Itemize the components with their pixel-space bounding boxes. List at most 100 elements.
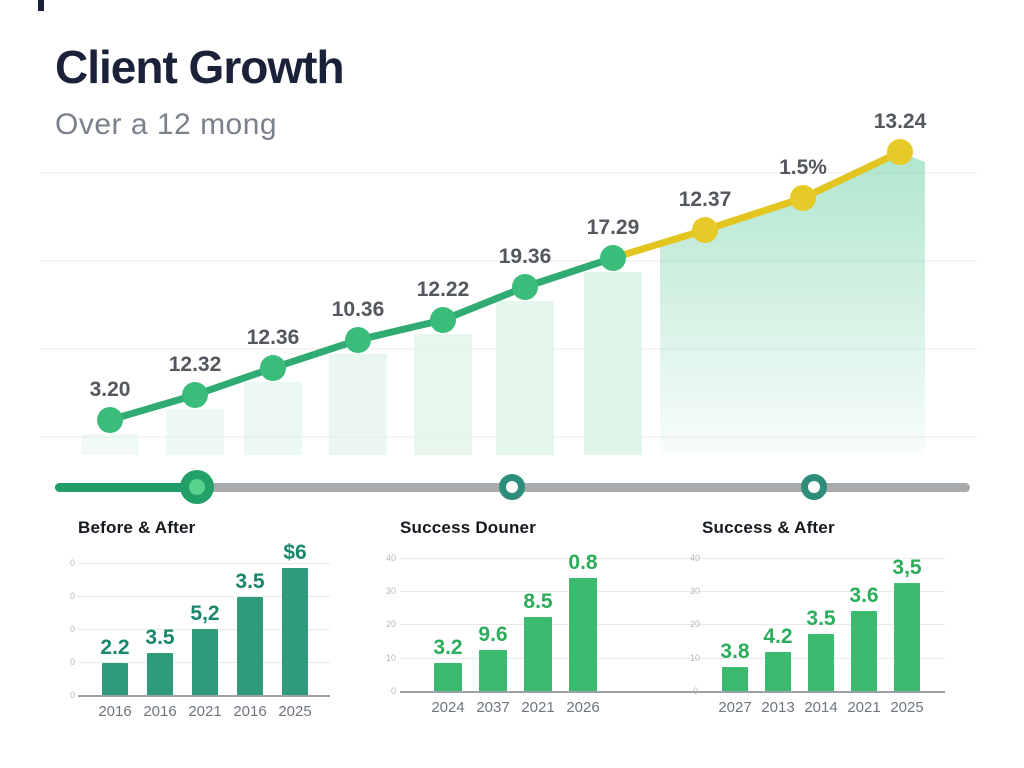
bar-value-label: 3.6 (849, 584, 879, 607)
x-axis-category-label: 2025 (278, 703, 312, 720)
data-point-dot (790, 185, 816, 211)
bar-chart-success-douner: Success Douner 40 30 20 10 0 3.2 2024 9.6 2037 8.… (380, 515, 750, 740)
bar-value-label: 0.8 (568, 551, 598, 574)
x-axis-category-label: 2026 (566, 699, 600, 716)
x-axis-category-label: 2027 (718, 699, 752, 716)
data-point-label: 12.36 (247, 326, 300, 349)
y-axis-tick-label: 0 (390, 686, 396, 696)
bar-value-label: 3.5 (235, 570, 265, 593)
bar (479, 650, 507, 691)
bar-value-label: 9.6 (478, 623, 508, 646)
timeline-slider[interactable] (55, 470, 970, 504)
page-title: Client Growth (55, 41, 345, 93)
background-step-bar (584, 272, 642, 455)
client-growth-line-chart: 3.20 12.32 12.36 10.36 12.22 19.36 17.29 12.37 1… (40, 110, 977, 455)
bar (102, 663, 128, 695)
bar (147, 653, 173, 695)
y-axis-tick-label: 0 (69, 690, 75, 700)
data-point-label: 12.22 (417, 278, 470, 301)
x-axis-line (702, 691, 945, 693)
bar (282, 568, 308, 695)
x-axis-line (400, 691, 745, 693)
gridline (78, 563, 330, 564)
data-point-dot (97, 407, 123, 433)
background-step-bar (244, 382, 302, 455)
data-point-label: 12.32 (169, 353, 222, 376)
y-axis-tick-label: 10 (690, 653, 701, 663)
bar-value-label: 4.2 (763, 625, 793, 648)
y-axis-tick-label: 0 (692, 686, 698, 696)
corner-tick-mark (38, 0, 44, 11)
y-axis-tick-label: 0 (69, 657, 75, 667)
data-point-dot (345, 327, 371, 353)
y-axis-tick-label: 30 (385, 586, 396, 596)
bar-value-label: 3.5 (145, 626, 175, 649)
y-axis-tick-label: 20 (690, 619, 701, 629)
data-point-label: 19.36 (499, 245, 552, 268)
gridline (78, 596, 330, 597)
slider-knob-inner-dot (189, 479, 205, 495)
area-fill (660, 152, 925, 455)
x-axis-category-label: 2016 (143, 703, 177, 720)
background-step-bar (81, 434, 139, 455)
background-step-bar (496, 301, 554, 455)
slider-progress (55, 483, 197, 492)
y-axis-tick-label: 40 (690, 553, 701, 563)
bar (524, 617, 552, 691)
bar (765, 652, 791, 691)
y-axis-tick-label: 0 (69, 558, 75, 568)
data-point-dot (182, 382, 208, 408)
x-axis-category-label: 2016 (98, 703, 132, 720)
data-point-label: 17.29 (587, 216, 640, 239)
x-axis-line (78, 695, 330, 697)
bar (722, 667, 748, 691)
x-axis-category-label: 2021 (521, 699, 555, 716)
data-point-dot (692, 217, 718, 243)
data-point-dot (600, 245, 626, 271)
slider-knob-milestone-1[interactable] (499, 474, 525, 500)
bar-chart-title: Success Douner (400, 518, 537, 537)
bar-value-label: 2.2 (100, 636, 130, 659)
bar-chart-title: Before & After (78, 518, 196, 537)
slider-knob-milestone-2[interactable] (801, 474, 827, 500)
bar-value-label: 8.5 (523, 590, 553, 613)
bar (237, 597, 263, 695)
x-axis-category-label: 2016 (233, 703, 267, 720)
data-point-label: 10.36 (332, 298, 385, 321)
y-axis-tick-label: 40 (385, 553, 396, 563)
data-point-label: 3.20 (90, 378, 131, 401)
y-axis-tick-label: 0 (69, 624, 75, 634)
background-step-bar (166, 409, 224, 455)
x-axis-category-label: 2021 (847, 699, 881, 716)
gridline (702, 591, 945, 592)
data-point-dot (430, 307, 456, 333)
bar (851, 611, 877, 691)
bar-chart-success-after: Success & After 40 30 20 10 0 3.8 2027 4.2 2013 3… (690, 515, 1010, 740)
bar-chart-title: Success & After (702, 518, 835, 537)
bar-value-label: 3.2 (433, 636, 463, 659)
growth-line-yellow (609, 148, 904, 262)
data-point-dot (512, 274, 538, 300)
x-axis-category-label: 2013 (761, 699, 795, 716)
background-step-bar (329, 354, 387, 455)
data-point-label: 12.37 (679, 188, 732, 211)
x-axis-category-label: 2021 (188, 703, 222, 720)
page-subtitle: Over a 12 mong (55, 108, 278, 141)
data-point-label: 1.5% (779, 156, 827, 179)
bar (192, 629, 218, 695)
x-axis-category-label: 2037 (476, 699, 510, 716)
bar-value-label: 5,2 (190, 602, 220, 625)
bar (569, 578, 597, 691)
x-axis-category-label: 2014 (804, 699, 838, 716)
bar-value-label: 3.5 (806, 607, 836, 630)
bar-value-label: 3.8 (720, 640, 750, 663)
bar (434, 663, 462, 691)
x-axis-category-label: 2025 (890, 699, 924, 716)
bar-value-label: 3,5 (892, 556, 922, 579)
y-axis-tick-label: 20 (385, 619, 396, 629)
background-step-bar (414, 334, 472, 455)
gridline (702, 624, 945, 625)
y-axis-tick-label: 0 (69, 591, 75, 601)
slider-knob-current[interactable] (180, 470, 214, 504)
